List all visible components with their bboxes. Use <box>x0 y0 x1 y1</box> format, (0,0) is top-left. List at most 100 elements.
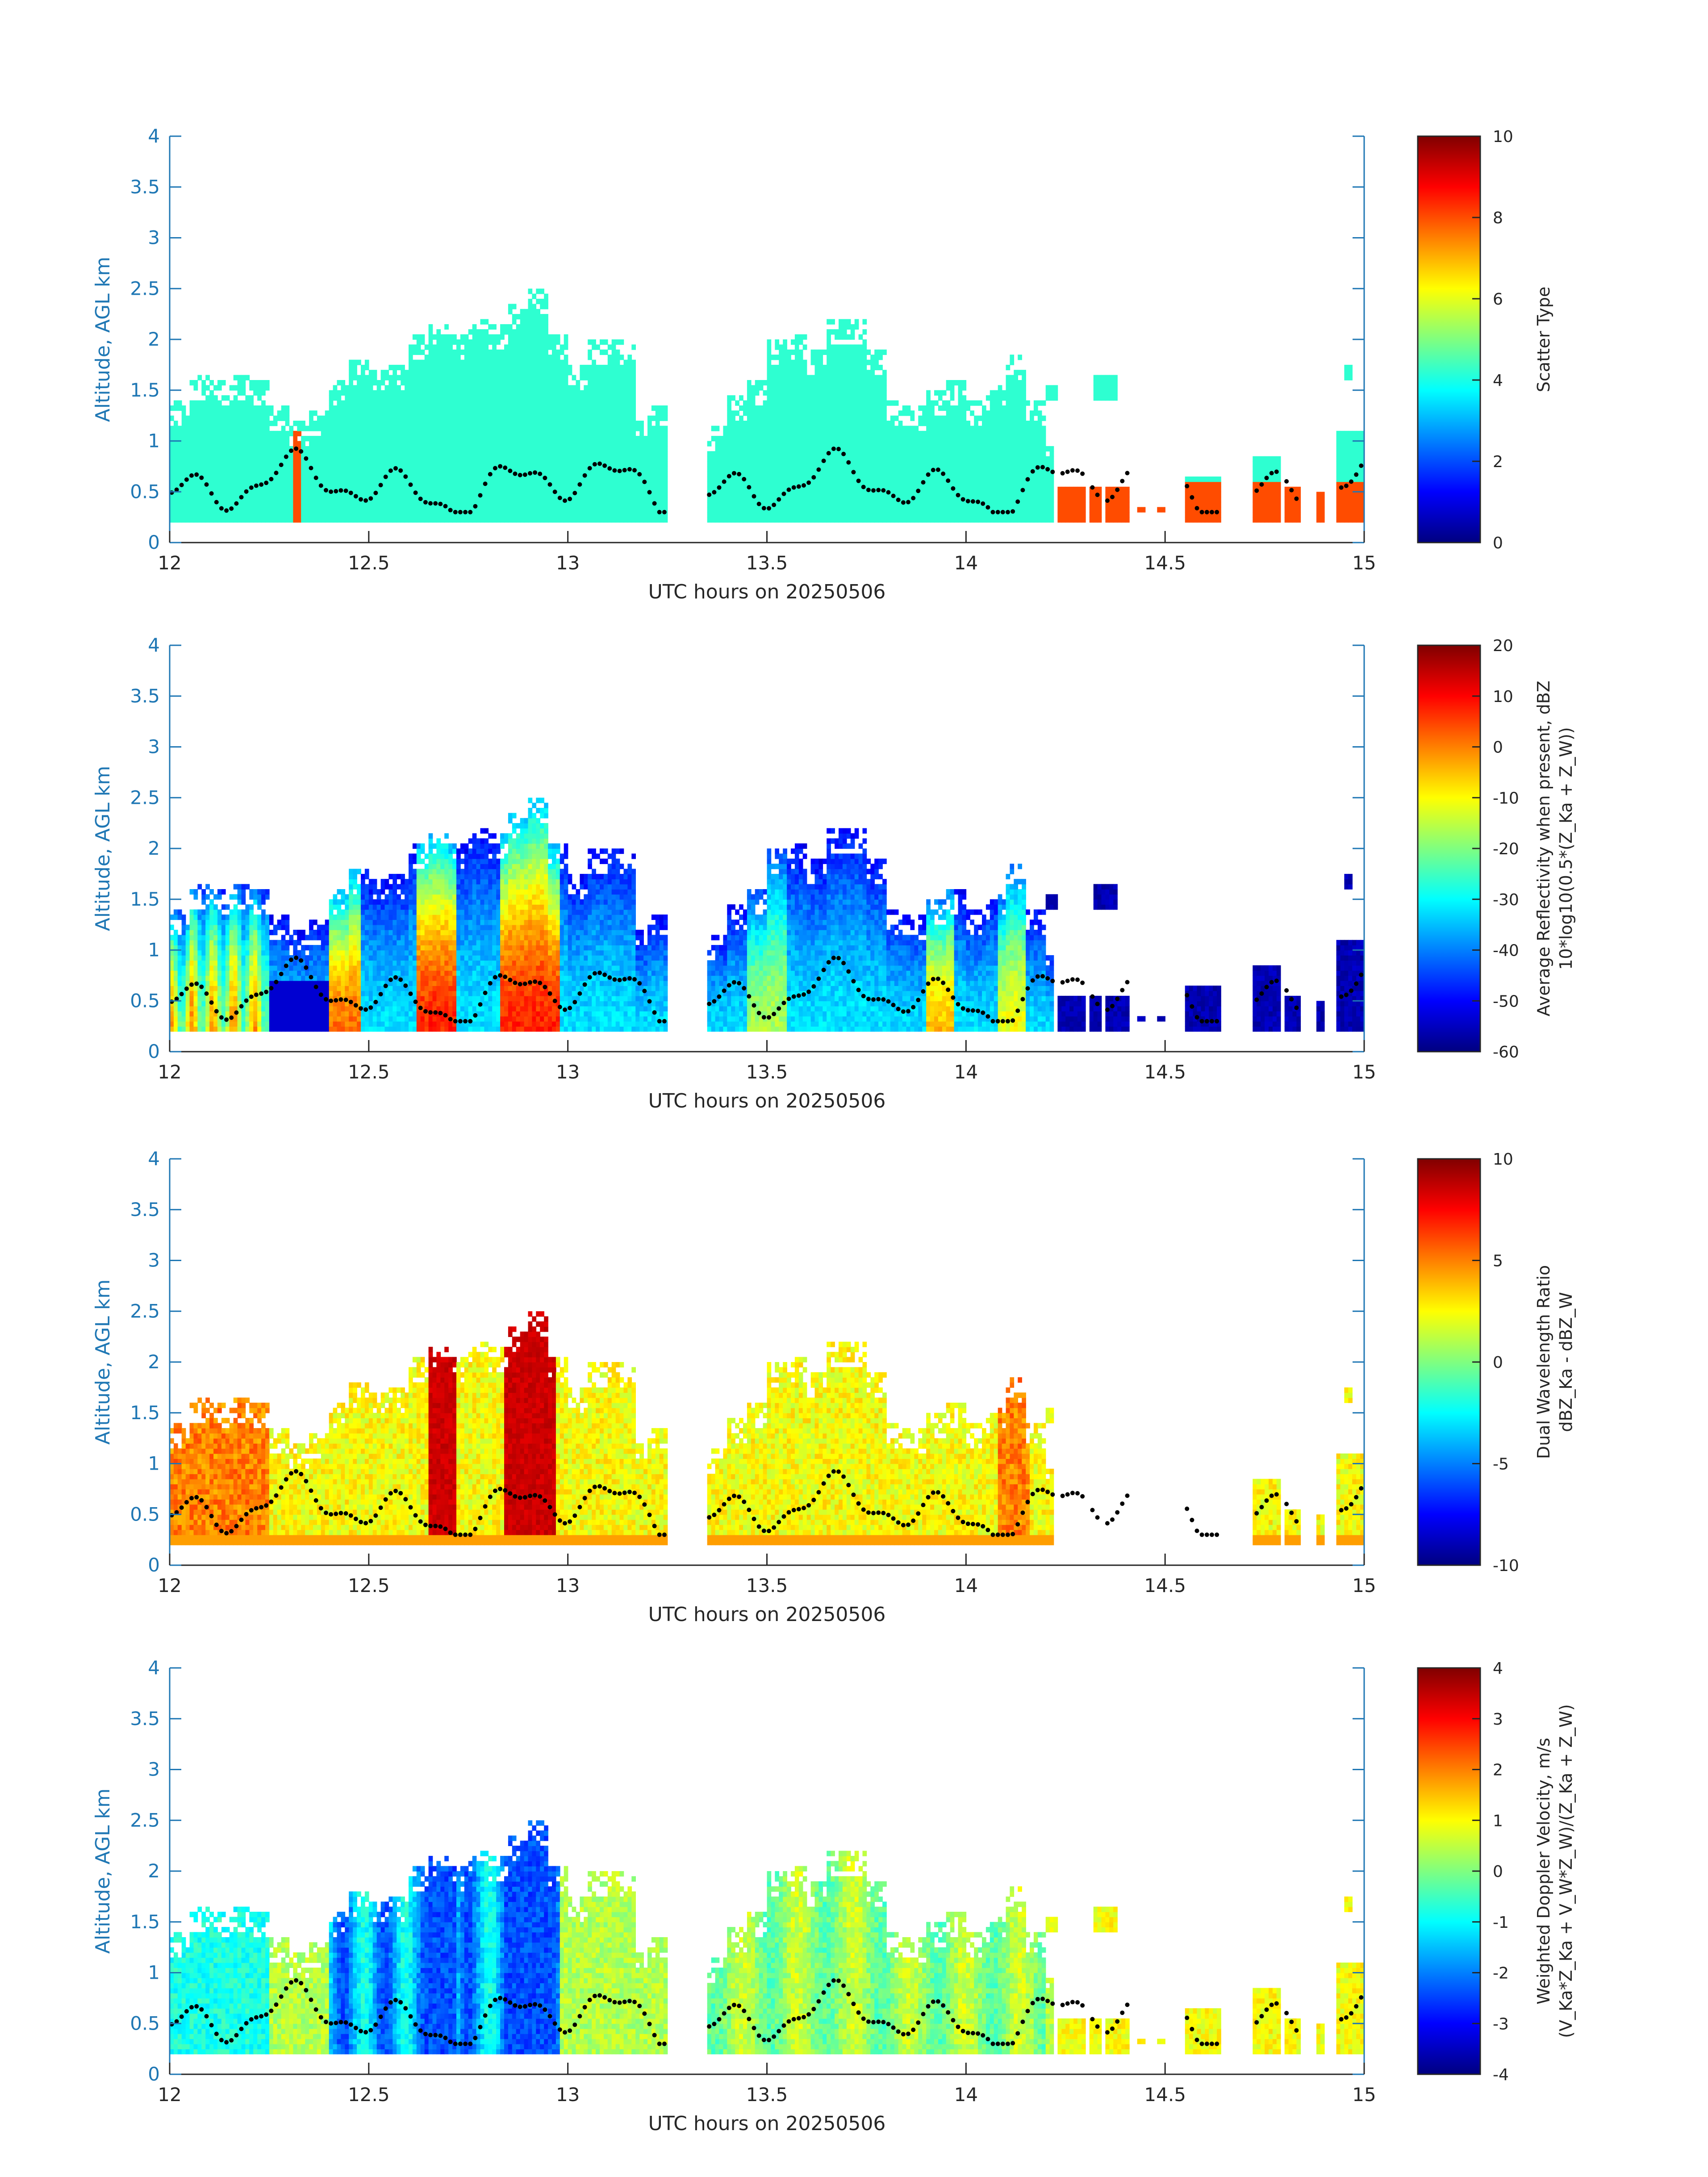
heatmap-cell <box>831 517 835 522</box>
heatmap-cell <box>285 441 290 447</box>
heatmap-cell <box>305 476 309 482</box>
heatmap-cell <box>377 436 381 441</box>
heatmap-cell <box>727 431 731 436</box>
heatmap-cell <box>831 416 835 421</box>
heatmap-cell <box>803 472 807 477</box>
heatmap-cell <box>544 456 548 462</box>
heatmap-cell <box>552 390 556 396</box>
heatmap-cell <box>548 401 552 406</box>
heatmap-cell <box>743 487 748 492</box>
heatmap-cell <box>532 375 536 380</box>
heatmap-cell <box>775 517 779 522</box>
heatmap-cell <box>544 502 548 507</box>
heatmap-cell <box>568 426 572 431</box>
heatmap-cell <box>831 405 835 411</box>
heatmap-cell <box>596 487 600 492</box>
heatmap-cell <box>631 476 636 482</box>
heatmap-cell <box>520 401 525 406</box>
heatmap-cell <box>604 426 608 431</box>
heatmap-cell <box>213 466 218 472</box>
heatmap-cell <box>779 461 783 467</box>
heatmap-cell <box>608 517 612 522</box>
heatmap-cell <box>851 395 855 401</box>
heatmap-cell <box>425 507 429 512</box>
heatmap-cell <box>448 395 453 401</box>
heatmap-cell <box>301 472 305 477</box>
heatmap-cell <box>409 431 413 436</box>
heatmap-cell <box>361 370 365 375</box>
heatmap-cell <box>608 482 612 487</box>
heatmap-cell <box>413 360 417 365</box>
heatmap-cell <box>827 405 831 411</box>
heatmap-cell <box>197 487 202 492</box>
heatmap-cell <box>835 365 839 370</box>
heatmap-cell <box>444 446 449 451</box>
heatmap-cell <box>532 390 536 396</box>
heatmap-cell <box>616 365 620 370</box>
heatmap-cell <box>524 436 529 441</box>
heatmap-cell <box>341 497 345 502</box>
heatmap-cell <box>620 416 624 421</box>
heatmap-cell <box>564 456 568 462</box>
heatmap-cell <box>448 466 453 472</box>
heatmap-cell <box>624 360 628 365</box>
heatmap-cell <box>190 487 194 492</box>
heatmap-cell <box>242 431 246 436</box>
heatmap-cell <box>301 517 305 522</box>
heatmap-cell <box>504 401 509 406</box>
heatmap-cell <box>409 441 413 447</box>
heatmap-cell <box>731 466 735 472</box>
heatmap-cell <box>851 507 855 512</box>
heatmap-cell <box>719 472 724 477</box>
heatmap-cell <box>544 461 548 467</box>
heatmap-cell <box>807 466 811 472</box>
heatmap-cell <box>536 390 540 396</box>
heatmap-cell <box>333 431 338 436</box>
heatmap-cell <box>627 410 632 416</box>
heatmap-cell <box>178 446 182 451</box>
heatmap-cell <box>779 482 783 487</box>
heatmap-cell <box>265 451 270 456</box>
heatmap-cell <box>492 375 497 380</box>
heatmap-cell <box>309 416 313 421</box>
heatmap-cell <box>803 517 807 522</box>
heatmap-cell <box>572 431 576 436</box>
heatmap-cell <box>504 380 509 385</box>
heatmap-cell <box>624 416 628 421</box>
heatmap-cell <box>500 472 505 477</box>
heatmap-cell <box>226 492 230 497</box>
heatmap-cell <box>293 512 297 518</box>
heatmap-cell <box>612 380 616 385</box>
heatmap-cell <box>855 395 859 401</box>
heatmap-cell <box>544 426 548 431</box>
heatmap-cell <box>536 334 540 340</box>
heatmap-cell <box>608 401 612 406</box>
heatmap-cell <box>631 395 636 401</box>
heatmap-cell <box>596 517 600 522</box>
heatmap-cell <box>524 390 529 396</box>
heatmap-cell <box>719 441 724 447</box>
heatmap-cell <box>277 446 282 451</box>
heatmap-cell <box>516 370 521 375</box>
heatmap-cell <box>353 385 357 390</box>
heatmap-cell <box>281 476 286 482</box>
heatmap-cell <box>345 482 349 487</box>
heatmap-cell <box>552 466 556 472</box>
heatmap-cell <box>217 472 222 477</box>
heatmap-cell <box>309 446 313 451</box>
heatmap-cell <box>600 390 604 396</box>
heatmap-cell <box>532 451 536 456</box>
heatmap-cell <box>409 487 413 492</box>
heatmap-cell <box>293 507 297 512</box>
heatmap-cell <box>576 456 580 462</box>
heatmap-cell <box>373 426 377 431</box>
heatmap-cell <box>480 355 485 360</box>
heatmap-cell <box>329 472 334 477</box>
heatmap-cell <box>281 487 286 492</box>
heatmap-cell <box>592 421 596 426</box>
heatmap-cell <box>620 385 624 390</box>
heatmap-cell <box>345 446 349 451</box>
heatmap-cell <box>357 476 361 482</box>
heatmap-cell <box>815 410 819 416</box>
heatmap-cell <box>409 380 413 385</box>
